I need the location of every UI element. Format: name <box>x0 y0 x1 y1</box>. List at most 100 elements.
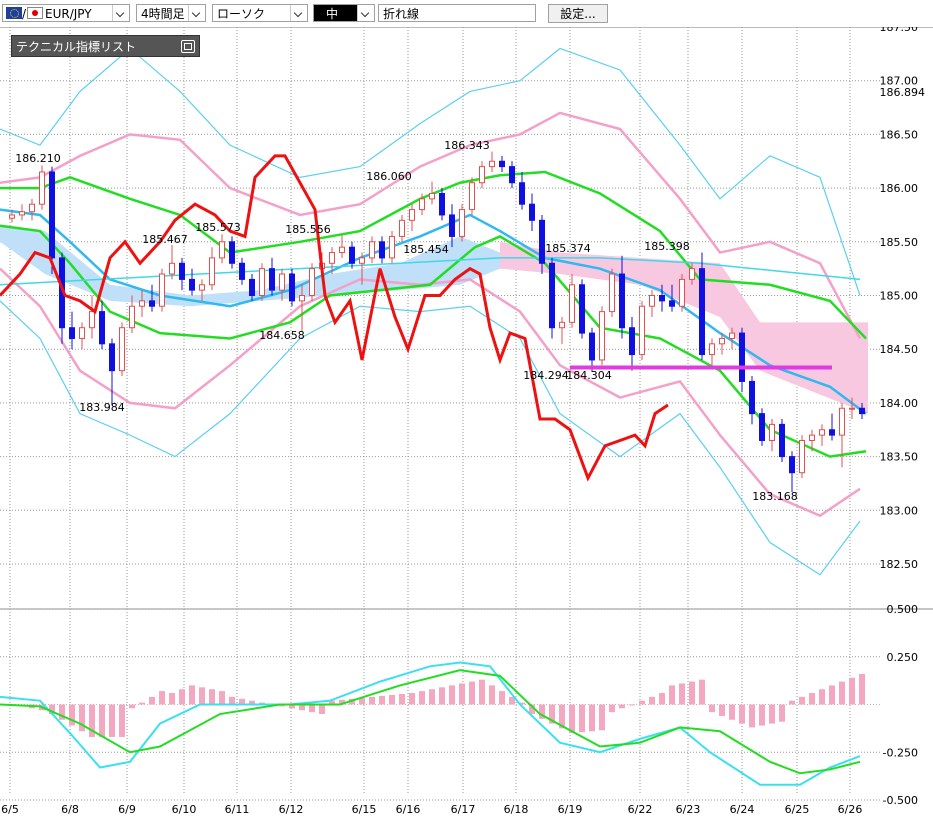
candle-body <box>369 241 375 259</box>
chevron-down-icon[interactable] <box>357 5 374 21</box>
y-tick-label: 183.00 <box>880 504 919 517</box>
candle-body <box>389 235 395 259</box>
histogram-bar <box>519 702 525 705</box>
candle-body <box>759 413 765 441</box>
chart-type-select[interactable]: ローソク <box>212 4 308 22</box>
candle-body <box>809 434 815 441</box>
histogram-bar <box>809 693 815 705</box>
candle-body <box>359 257 365 264</box>
candle-body <box>139 300 145 307</box>
candle-body <box>729 332 735 339</box>
candle-body <box>329 252 335 264</box>
candle-body <box>69 327 75 339</box>
y-tick-label: 184.50 <box>880 343 919 356</box>
histogram-bar <box>529 704 535 715</box>
histogram-bar <box>359 697 365 705</box>
histogram-bar <box>759 704 765 726</box>
candle-body <box>529 203 535 221</box>
histogram-bar <box>799 696 805 705</box>
histogram-bar <box>459 683 465 705</box>
histogram-bar <box>239 698 245 705</box>
histogram-bar <box>109 704 115 737</box>
histogram-bar <box>499 691 505 705</box>
histogram-bar <box>69 704 75 726</box>
histogram-bar <box>319 704 325 715</box>
candle-body <box>159 273 165 307</box>
chevron-down-icon[interactable] <box>290 5 307 21</box>
candle-body <box>379 241 385 259</box>
histogram-bar <box>609 704 615 713</box>
histogram-bar <box>409 693 415 705</box>
candle-body <box>629 327 635 356</box>
y-tick-label: 186.00 <box>880 182 919 195</box>
histogram-bar <box>249 700 255 705</box>
histogram-bar <box>229 696 235 705</box>
candle-body <box>749 380 755 415</box>
histogram-bar <box>789 700 795 705</box>
histogram-bar <box>549 704 555 724</box>
price-annotation: 185.454 <box>403 243 449 256</box>
x-tick-label: 6/22 <box>628 803 653 816</box>
histogram-bar <box>189 685 195 705</box>
chevron-down-icon[interactable] <box>112 5 129 21</box>
price-annotation: 184.658 <box>259 329 305 342</box>
x-tick-label: 6/26 <box>838 803 863 816</box>
candle-body <box>339 246 345 254</box>
histogram-bar <box>79 704 85 732</box>
histogram-bar <box>299 704 305 711</box>
x-tick-label: 6/11 <box>225 803 250 816</box>
current-price-label: 186.894 <box>880 86 926 99</box>
histogram-bar <box>209 689 215 705</box>
symbol-select[interactable]: / EUR/JPY <box>2 4 130 22</box>
period-select[interactable]: 4時間足 <box>136 4 206 22</box>
technical-indicator-panel[interactable]: テクニカル指標リスト <box>11 35 200 57</box>
candle-body <box>779 423 785 458</box>
histogram-bar <box>559 704 565 729</box>
histogram-bar <box>859 673 865 705</box>
line-type-select[interactable]: 折れ線 <box>378 4 536 22</box>
histogram-bar <box>619 704 625 709</box>
settings-button[interactable]: 設定... <box>548 4 608 23</box>
osc-y-tick-label: 0.500 <box>887 603 919 616</box>
candle-body <box>639 305 645 356</box>
y-tick-label: 187.50 <box>880 27 919 34</box>
candle-body <box>839 407 845 436</box>
chevron-down-icon[interactable] <box>188 5 205 21</box>
candle-body <box>239 262 245 280</box>
x-tick-label: 6/10 <box>172 803 197 816</box>
candle-body <box>689 268 695 280</box>
histogram-bar <box>649 696 655 705</box>
histogram-bar <box>579 704 585 733</box>
candle-body <box>569 284 575 323</box>
long-moving-average <box>0 257 861 286</box>
candle-body <box>449 214 455 237</box>
histogram-bar <box>429 689 435 705</box>
histogram-bar <box>389 694 395 705</box>
chart-area[interactable]: 6/5 6/8 6/9 6/10 6/11 6/12 6/15 6/16 6/17 6/18 6/1… <box>0 27 933 820</box>
x-tick-label: 6/24 <box>730 803 755 816</box>
histogram-bar <box>599 704 605 731</box>
candle-body <box>669 300 675 307</box>
candle-body <box>29 203 35 213</box>
x-tick-label: 6/12 <box>279 803 304 816</box>
histogram-bar <box>819 689 825 705</box>
x-tick-label: 6/23 <box>676 803 701 816</box>
candle-body <box>109 343 115 372</box>
histogram-bar <box>849 677 855 705</box>
price-annotation: 185.467 <box>142 233 188 246</box>
y-tick-label: 186.50 <box>880 128 919 141</box>
candle-body <box>599 311 605 361</box>
mode-select[interactable]: 中 <box>313 4 375 22</box>
symbol-label: EUR/JPY <box>45 7 92 21</box>
candle-body <box>859 407 865 415</box>
histogram-bar <box>439 687 445 705</box>
candle-body <box>79 327 85 339</box>
price-annotation: 183.168 <box>752 490 798 503</box>
candle-body <box>709 343 715 356</box>
minimize-icon[interactable] <box>181 40 195 53</box>
histogram-bar <box>489 685 495 705</box>
histogram-bar <box>829 685 835 705</box>
candle-body <box>299 295 305 302</box>
candle-body <box>699 268 705 356</box>
histogram-bar <box>129 704 135 709</box>
